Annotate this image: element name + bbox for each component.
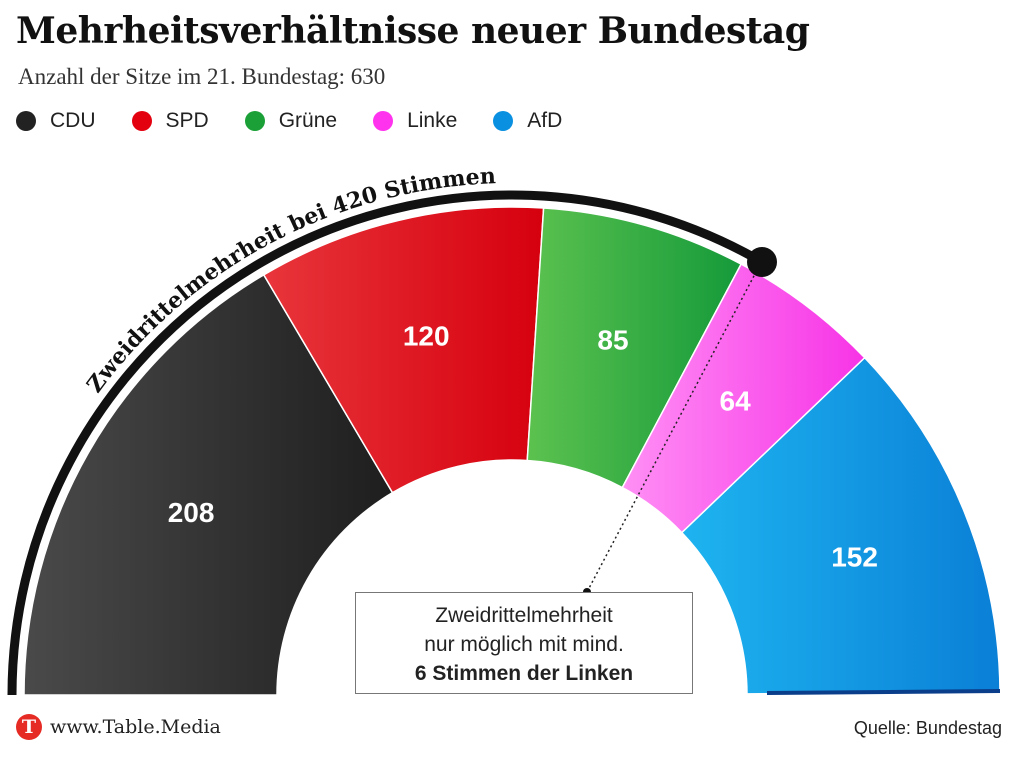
afd-baseline: [766, 689, 1001, 695]
footer-site: www.Table.Media: [50, 716, 221, 738]
legend: CDU SPD Grüne Linke AfD: [16, 108, 598, 134]
callout-line-1: Zweidrittelmehrheit: [435, 604, 613, 627]
chart-title: Mehrheitsverhältnisse neuer Bundestag: [16, 10, 810, 52]
legend-item-afd: AfD: [493, 109, 562, 133]
footer-logo: T www.Table.Media: [16, 714, 221, 740]
legend-label: CDU: [50, 109, 96, 132]
legend-label: AfD: [527, 109, 563, 132]
legend-dot-icon: [373, 111, 394, 131]
legend-item-spd: SPD: [131, 109, 209, 133]
table-media-logo-icon: T: [16, 714, 42, 740]
value-label-afd: 152: [831, 542, 878, 573]
legend-dot-icon: [244, 111, 265, 131]
legend-item-gruene: Grüne: [244, 109, 338, 133]
legend-dot-icon: [493, 111, 514, 131]
legend-item-linke: Linke: [373, 109, 457, 133]
chart-subtitle: Anzahl der Sitze im 21. Bundestag: 630: [18, 64, 386, 89]
value-label-linke: 64: [720, 385, 752, 416]
legend-label: Grüne: [278, 109, 338, 132]
threshold-marker: [747, 246, 777, 277]
threshold-arc: [7, 190, 765, 696]
legend-label: Linke: [407, 109, 458, 132]
footer-source: Quelle: Bundestag: [853, 718, 1002, 738]
segment-afd: [680, 356, 1001, 695]
callout-line-2: nur möglich mit mind.: [424, 633, 624, 656]
value-label-spd: 120: [403, 321, 450, 352]
majority-callout: Zweidrittelmehrheit nur möglich mit mind…: [355, 592, 693, 694]
legend-item-cdu: CDU: [16, 109, 96, 133]
legend-dot-icon: [131, 111, 152, 131]
legend-dot-icon: [16, 111, 36, 131]
callout-line-3: 6 Stimmen der Linken: [414, 662, 634, 685]
value-label-cdu: 208: [168, 497, 215, 528]
segment-cdu: [23, 273, 394, 696]
legend-label: SPD: [165, 109, 209, 132]
value-label-gruene: 85: [597, 325, 628, 356]
